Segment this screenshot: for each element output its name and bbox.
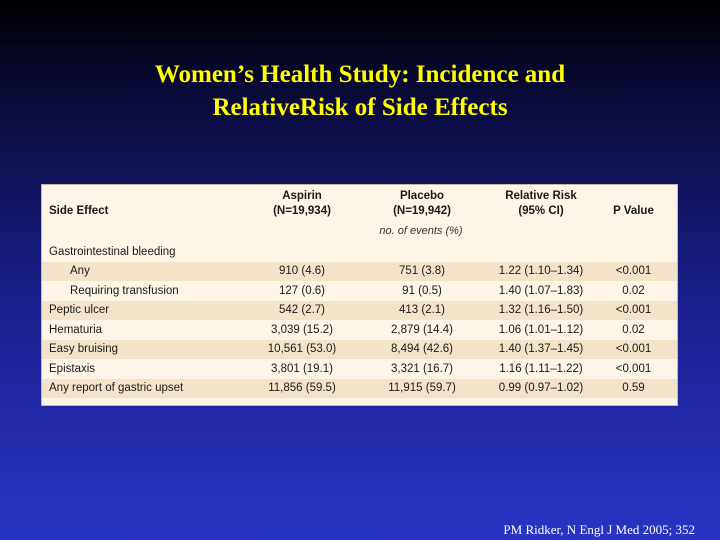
cell-p-value: <0.001 bbox=[590, 261, 677, 281]
cell-placebo: 91 (0.5) bbox=[402, 284, 442, 297]
col-header-aspirin-n: (N=19,934) bbox=[273, 205, 331, 217]
cell-p-value: <0.001 bbox=[590, 339, 677, 359]
col-header-side-effect: Side Effect bbox=[49, 205, 109, 217]
units-row: no. of events (%) bbox=[42, 220, 677, 242]
cell-placebo: 413 (2.1) bbox=[352, 300, 492, 320]
cell-side-effect: Any bbox=[42, 261, 252, 281]
cell-placebo: 751 (3.8) bbox=[352, 261, 492, 281]
cell-side-effect: Epistaxis bbox=[49, 362, 96, 375]
cell-p-value: <0.001 bbox=[590, 300, 677, 320]
col-header-aspirin-label: Aspirin bbox=[282, 190, 322, 202]
cell-p-value: 0.02 bbox=[622, 284, 645, 297]
col-header-placebo-n: (N=19,942) bbox=[393, 205, 451, 217]
cell-p-value: 0.59 bbox=[590, 378, 677, 398]
cell-relative-risk: 1.06 (1.01–1.12) bbox=[498, 323, 584, 336]
table-body: Gastrointestinal bleeding Any 910 (4.6) 751… bbox=[42, 242, 677, 398]
side-effects-table-panel: Side Effect Aspirin (N=19,934) Placebo (… bbox=[41, 184, 678, 406]
cell-side-effect: Any report of gastric upset bbox=[42, 378, 252, 398]
col-header-aspirin: Aspirin (N=19,934) bbox=[252, 185, 352, 220]
cell-aspirin: 10,561 (53.0) bbox=[252, 339, 352, 359]
table-row: Any 910 (4.6) 751 (3.8) 1.22 (1.10–1.34) <0.… bbox=[42, 261, 677, 281]
cell-side-effect: Gastrointestinal bleeding bbox=[49, 245, 176, 258]
col-header-placebo: Placebo (N=19,942) bbox=[352, 185, 492, 220]
cell-side-effect: Easy bruising bbox=[42, 339, 252, 359]
cell-side-effect: Hematuria bbox=[49, 323, 103, 336]
cell-side-effect: Requiring transfusion bbox=[70, 284, 179, 297]
cell-placebo bbox=[352, 242, 492, 262]
cell-placebo: 8,494 (42.6) bbox=[352, 339, 492, 359]
slide-title-line-2: RelativeRisk of Side Effects bbox=[212, 94, 508, 121]
cell-relative-risk: 1.40 (1.37–1.45) bbox=[492, 339, 590, 359]
slide-title-line-1: Women’s Health Study: Incidence and bbox=[154, 61, 566, 88]
table-row: Hematuria 3,039 (15.2) 2,879 (14.4) 1.06 (1… bbox=[42, 320, 677, 340]
cell-aspirin: 910 (4.6) bbox=[252, 261, 352, 281]
cell-aspirin: 11,856 (59.5) bbox=[252, 378, 352, 398]
cell-relative-risk: 1.16 (1.11–1.22) bbox=[499, 362, 583, 375]
col-header-rr-label: Relative Risk bbox=[505, 190, 577, 202]
table-row: Any report of gastric upset 11,856 (59.5)… bbox=[42, 378, 677, 398]
units-label: no. of events (%) bbox=[379, 225, 463, 237]
table-row: Peptic ulcer 542 (2.7) 413 (2.1) 1.32 (1.16… bbox=[42, 300, 677, 320]
table-row: Requiring transfusion 127 (0.6) 91 (0.5) 1.… bbox=[42, 281, 677, 301]
col-header-placebo-label: Placebo bbox=[399, 190, 445, 202]
table-row: Gastrointestinal bleeding bbox=[42, 242, 677, 262]
cell-aspirin: 542 (2.7) bbox=[252, 300, 352, 320]
cell-aspirin: 3,801 (19.1) bbox=[270, 362, 333, 375]
cell-aspirin bbox=[252, 242, 352, 262]
cell-relative-risk: 1.22 (1.10–1.34) bbox=[492, 261, 590, 281]
cell-relative-risk: 1.40 (1.07–1.83) bbox=[498, 284, 584, 297]
col-header-p-value: P Value bbox=[613, 205, 654, 217]
slide-title: Women’s Health Study: Incidence and Rela… bbox=[0, 58, 720, 124]
table-row: Epistaxis 3,801 (19.1) 3,321 (16.7) 1.16 (1… bbox=[42, 359, 677, 379]
cell-placebo: 11,915 (59.7) bbox=[352, 378, 492, 398]
cell-relative-risk: 0.99 (0.97–1.02) bbox=[492, 378, 590, 398]
cell-aspirin: 3,039 (15.2) bbox=[270, 323, 333, 336]
col-header-relative-risk: Relative Risk (95% CI) bbox=[492, 185, 590, 220]
side-effects-table: Side Effect Aspirin (N=19,934) Placebo (… bbox=[42, 185, 677, 398]
table-header-row: Side Effect Aspirin (N=19,934) Placebo (… bbox=[42, 185, 677, 220]
cell-relative-risk: 1.32 (1.16–1.50) bbox=[492, 300, 590, 320]
cell-aspirin: 127 (0.6) bbox=[278, 284, 326, 297]
col-header-rr-ci: (95% CI) bbox=[518, 205, 564, 217]
citation: PM Ridker, N Engl J Med 2005; 352 bbox=[503, 522, 695, 537]
table-row: Easy bruising 10,561 (53.0) 8,494 (42.6) 1.… bbox=[42, 339, 677, 359]
cell-p-value: 0.02 bbox=[622, 323, 645, 336]
cell-placebo: 3,321 (16.7) bbox=[390, 362, 453, 375]
cell-side-effect: Peptic ulcer bbox=[42, 300, 252, 320]
cell-p-value bbox=[590, 242, 677, 262]
cell-placebo: 2,879 (14.4) bbox=[390, 323, 453, 336]
cell-p-value: <0.001 bbox=[615, 362, 652, 375]
cell-relative-risk bbox=[492, 242, 590, 262]
